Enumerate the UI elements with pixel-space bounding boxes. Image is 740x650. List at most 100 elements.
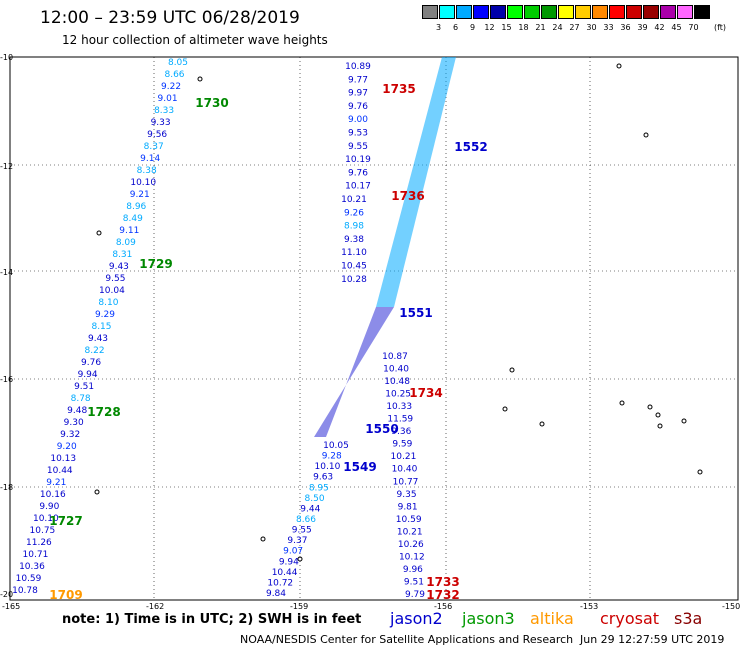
swh-value: 9.76	[348, 102, 368, 112]
legend-cryosat: cryosat	[600, 609, 660, 628]
swh-value: 9.44	[300, 504, 320, 514]
swh-value: 10.10	[130, 178, 156, 188]
swh-value: 9.14	[140, 154, 160, 164]
lon-tick-label: -153	[580, 602, 599, 611]
wave-height-map[interactable]: 8.05 8.66 9.22 9.01 8.33 9.33 9.56 8.37 9.14 8.38…	[9, 56, 739, 602]
island-outline	[657, 423, 663, 429]
color-swatch	[660, 5, 676, 19]
swh-value: 11.59	[387, 415, 413, 425]
swh-value: 10.48	[384, 377, 410, 387]
swh-value: 11.26	[26, 538, 52, 548]
swh-value: 8.49	[123, 214, 143, 224]
swh-value: 8.50	[305, 494, 325, 504]
island-outline	[697, 469, 703, 475]
lat-tick-label: -12	[0, 162, 14, 171]
island-outline	[647, 404, 653, 410]
color-swatch	[643, 5, 659, 19]
island-outline	[260, 536, 266, 542]
swh-value: 9.79	[405, 590, 425, 600]
swh-value: 10.10	[315, 462, 341, 472]
page-title: 12:00 – 23:59 UTC 06/28/2019	[40, 8, 300, 28]
swh-value: 9.28	[322, 452, 342, 462]
color-scale-label: 9	[469, 23, 476, 32]
swh-value: 9.76	[81, 358, 101, 368]
swh-value: 9.01	[158, 94, 178, 104]
swh-value: 9.77	[348, 75, 368, 85]
swh-value: 10.26	[398, 540, 424, 550]
island-outline	[197, 76, 203, 82]
island-outline	[619, 400, 625, 406]
swh-value: 10.10	[33, 514, 59, 524]
island-outline	[297, 556, 303, 562]
swh-value: 8.66	[296, 515, 316, 525]
swh-value: 10.40	[383, 365, 409, 375]
swh-value: 9.21	[46, 478, 66, 488]
color-swatch	[439, 5, 455, 19]
map-frame	[9, 56, 739, 601]
swh-value: 8.78	[71, 394, 91, 404]
swh-value: 9.26	[344, 208, 364, 218]
lat-tick-label: -18	[0, 483, 14, 492]
swh-value: 10.17	[345, 182, 371, 192]
lon-tick-label: -159	[290, 602, 309, 611]
color-swatch	[626, 5, 642, 19]
pass-time-label: 1734	[409, 386, 442, 400]
swh-value: 10.87	[382, 352, 408, 362]
swh-value: 10.04	[99, 286, 125, 296]
swh-value: 9.43	[88, 334, 108, 344]
swh-value: 8.22	[85, 346, 105, 356]
swh-value: 10.71	[23, 550, 49, 560]
color-scale-label: 36	[620, 23, 631, 32]
swh-value: 9.76	[348, 168, 368, 178]
swh-value: 9.55	[292, 526, 312, 536]
swh-value: 8.38	[137, 166, 157, 176]
color-scale-label: 12	[484, 23, 495, 32]
swh-value: 8.10	[98, 298, 118, 308]
swh-value: 9.11	[119, 226, 139, 236]
swh-value: 10.40	[392, 465, 418, 475]
swh-value: 10.05	[323, 441, 349, 451]
color-swatch	[524, 5, 540, 19]
swh-value: 9.38	[344, 235, 364, 245]
color-swatch	[473, 5, 489, 19]
swh-value: 9.51	[74, 382, 94, 392]
swh-value: 9.07	[283, 547, 303, 557]
swh-value: 10.75	[30, 526, 56, 536]
island-outline	[643, 132, 649, 138]
color-swatch	[592, 5, 608, 19]
swh-value: 8.05	[168, 58, 188, 68]
color-scale-label: 6	[452, 23, 459, 32]
color-scale-label: 21	[535, 23, 546, 32]
swh-value: 10.33	[386, 402, 412, 412]
color-scale-label: 33	[603, 23, 614, 32]
color-scale-label: 24	[552, 23, 563, 32]
swh-value: 8.31	[112, 250, 132, 260]
swh-value: 9.37	[287, 536, 307, 546]
island-outline	[94, 489, 100, 495]
lat-tick-label: -16	[0, 375, 14, 384]
page-subtitle: 12 hour collection of altimeter wave hei…	[62, 33, 328, 47]
swh-value: 9.33	[151, 118, 171, 128]
color-scale-label: 42	[654, 23, 665, 32]
swh-value: 10.21	[391, 452, 417, 462]
island-outline	[502, 406, 508, 412]
swh-value: 10.21	[341, 195, 367, 205]
swh-value: 9.55	[105, 274, 125, 284]
color-scale-label: 18	[518, 23, 529, 32]
lon-tick-label: -162	[146, 602, 165, 611]
legend-altika: altika	[530, 609, 574, 628]
swh-value: 9.30	[64, 418, 84, 428]
swh-value: 9.48	[67, 406, 87, 416]
swh-value: 9.94	[78, 370, 98, 380]
color-swatch	[456, 5, 472, 19]
map-canvas: 8.05 8.66 9.22 9.01 8.33 9.33 9.56 8.37 9.14 8.38…	[9, 56, 739, 602]
swh-value: 10.16	[40, 490, 66, 500]
swh-value: 10.44	[47, 466, 73, 476]
color-swatch	[490, 5, 506, 19]
color-swatch	[422, 5, 438, 19]
lat-tick-label: -10	[0, 53, 14, 62]
island-outline	[539, 421, 545, 427]
lon-tick-label: -150	[722, 602, 740, 611]
pass-time-label: 1735	[382, 82, 415, 96]
swh-value: 11.10	[341, 248, 367, 258]
